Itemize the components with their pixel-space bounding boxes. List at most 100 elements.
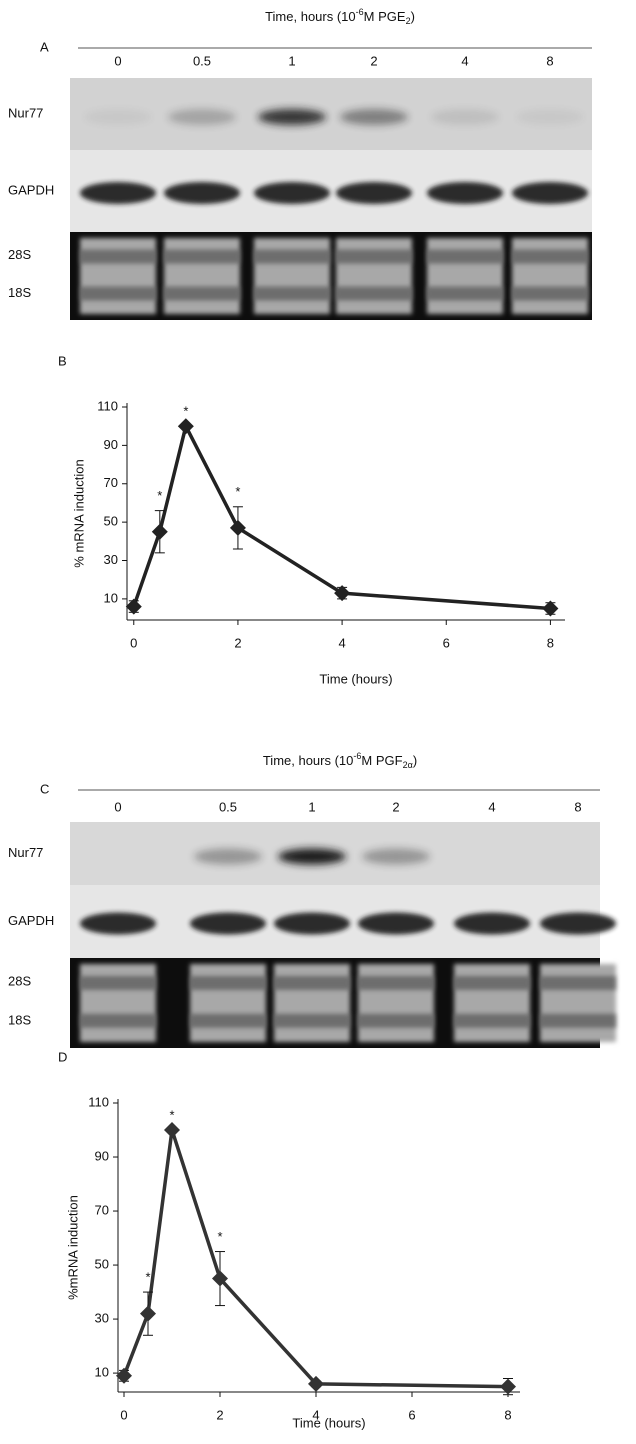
lane-label: 1 — [308, 799, 315, 814]
y-tick-label: 10 — [104, 590, 118, 605]
rrna-28s — [512, 249, 588, 264]
rrna-18s — [454, 1013, 530, 1028]
data-point — [151, 523, 168, 540]
y-tick-label: 70 — [95, 1202, 109, 1217]
rrna-18s — [540, 1013, 616, 1028]
lane-label: 0.5 — [219, 799, 237, 814]
x-tick-label: 0 — [120, 1407, 127, 1422]
rrna-28s — [80, 976, 156, 990]
gapdh-band — [540, 912, 616, 935]
panel-label: A — [40, 39, 49, 54]
gapdh-band — [358, 912, 434, 935]
data-line — [132, 424, 551, 611]
data-point — [177, 418, 194, 435]
y-tick-label: 110 — [97, 398, 118, 413]
panel-label: D — [58, 1049, 67, 1064]
gapdh-band — [512, 182, 588, 204]
data-point — [542, 600, 559, 617]
gapdh-band — [164, 182, 240, 204]
gapdh-band — [274, 912, 350, 935]
x-tick-label: 0 — [130, 635, 137, 650]
title-part: Time, hours (10 — [263, 753, 354, 768]
data-point — [125, 598, 142, 615]
rrna-28s — [427, 249, 503, 264]
nur77-band — [84, 109, 152, 125]
rrna-18s — [254, 286, 330, 301]
x-tick-label: 2 — [234, 635, 241, 650]
panel-label: B — [58, 353, 67, 368]
title-part: 2 — [406, 16, 411, 26]
data-point — [500, 1378, 516, 1395]
y-tick-label: 70 — [104, 475, 118, 490]
nur77-strip — [70, 78, 592, 150]
rrna-strip — [70, 232, 592, 320]
rrna-lane — [358, 964, 434, 1042]
significance-marker: * — [183, 404, 188, 419]
gapdh-band — [80, 912, 156, 935]
rrna-18s — [336, 286, 412, 301]
lane-label: 0 — [114, 53, 121, 68]
gapdh-band — [427, 182, 503, 204]
row-label: 28S — [8, 247, 31, 262]
y-tick-label: 50 — [104, 514, 118, 529]
title-part: Time, hours (10 — [265, 9, 356, 24]
lane-label: 4 — [488, 799, 495, 814]
rrna-lane — [164, 238, 240, 314]
rrna-lane — [512, 238, 588, 314]
rrna-lane — [190, 964, 266, 1042]
rrna-28s — [358, 976, 434, 990]
x-axis-label: Time (hours) — [319, 671, 392, 686]
gapdh-band — [254, 182, 330, 204]
y-tick-label: 90 — [104, 437, 118, 452]
title-part: -6 — [356, 7, 364, 17]
title-part: -6 — [353, 751, 361, 761]
rrna-lane — [540, 964, 616, 1042]
rrna-28s — [336, 249, 412, 264]
x-tick-label: 4 — [338, 635, 345, 650]
significance-marker: * — [169, 1107, 174, 1122]
data-point — [116, 1367, 132, 1384]
title-part: ) — [411, 9, 415, 24]
y-tick-label: 90 — [95, 1148, 109, 1163]
data-point — [334, 585, 351, 602]
rrna-18s — [80, 286, 156, 301]
lane-label: 4 — [461, 53, 468, 68]
rrna-lane — [427, 238, 503, 314]
significance-marker: * — [217, 1229, 222, 1244]
row-label: 18S — [8, 285, 31, 300]
nur77-band — [258, 109, 326, 125]
x-tick-label: 8 — [504, 1407, 511, 1422]
rrna-28s — [190, 976, 266, 990]
gapdh-band — [80, 182, 156, 204]
blot-title: Time, hours (10-6M PGF2α) — [263, 751, 417, 770]
rrna-lane — [80, 238, 156, 314]
nur77-band — [278, 848, 346, 865]
lane-label: 8 — [574, 799, 581, 814]
data-line — [122, 1128, 509, 1389]
title-part: M PGE — [364, 9, 406, 24]
rrna-lane — [336, 238, 412, 314]
nur77-band — [362, 848, 430, 865]
nur77-band — [516, 109, 584, 125]
rrna-18s — [358, 1013, 434, 1028]
nur77-band — [194, 848, 262, 865]
x-tick-label: 2 — [216, 1407, 223, 1422]
panel-label: C — [40, 781, 49, 796]
data-point — [229, 519, 246, 536]
rrna-lane — [274, 964, 350, 1042]
lane-label: 8 — [546, 53, 553, 68]
row-label: GAPDH — [8, 913, 54, 928]
rrna-18s — [427, 286, 503, 301]
x-tick-label: 4 — [312, 1407, 319, 1422]
gapdh-strip — [70, 150, 592, 232]
x-tick-label: 8 — [547, 635, 554, 650]
rrna-28s — [274, 976, 350, 990]
lane-label: 1 — [288, 53, 295, 68]
data-point — [308, 1375, 324, 1392]
y-tick-label: 50 — [95, 1256, 109, 1271]
row-label: 28S — [8, 974, 31, 989]
data-point — [212, 1270, 228, 1287]
blot-title: Time, hours (10-6M PGE2) — [265, 7, 415, 26]
rrna-lane — [254, 238, 330, 314]
